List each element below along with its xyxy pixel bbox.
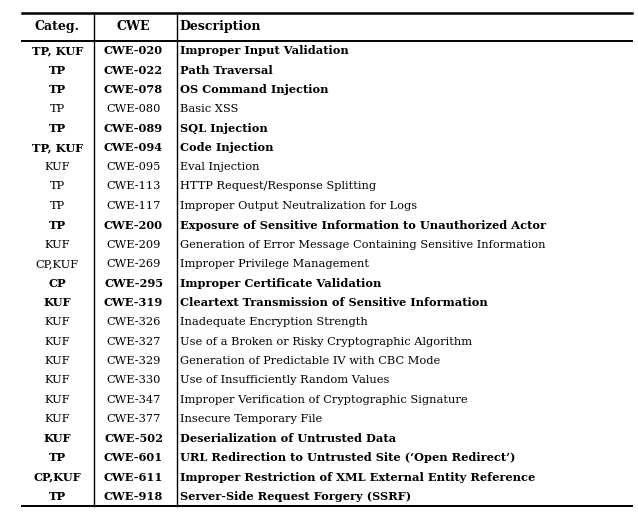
Text: TP: TP: [50, 104, 65, 114]
Text: Use of Insufficiently Random Values: Use of Insufficiently Random Values: [180, 375, 389, 386]
Text: CP: CP: [48, 278, 66, 289]
Text: KUF: KUF: [45, 337, 70, 346]
Text: CWE-327: CWE-327: [107, 337, 161, 346]
Text: CWE-200: CWE-200: [104, 220, 163, 231]
Text: Basic XSS: Basic XSS: [180, 104, 238, 114]
Text: Exposure of Sensitive Information to Unauthorized Actor: Exposure of Sensitive Information to Una…: [180, 220, 545, 231]
Text: KUF: KUF: [45, 162, 70, 172]
Text: KUF: KUF: [43, 433, 71, 444]
Text: CWE-611: CWE-611: [104, 472, 163, 483]
Text: TP: TP: [48, 452, 66, 463]
Text: CWE-020: CWE-020: [104, 45, 163, 57]
Text: TP: TP: [48, 220, 66, 231]
Text: CWE-347: CWE-347: [107, 395, 161, 405]
Text: CP,KUF: CP,KUF: [33, 472, 81, 483]
Text: KUF: KUF: [45, 375, 70, 386]
Text: Use of a Broken or Risky Cryptographic Algorithm: Use of a Broken or Risky Cryptographic A…: [180, 337, 472, 346]
Text: Path Traversal: Path Traversal: [180, 65, 272, 76]
Text: Generation of Error Message Containing Sensitive Information: Generation of Error Message Containing S…: [180, 240, 545, 250]
Text: CWE-078: CWE-078: [104, 84, 163, 95]
Text: TP: TP: [50, 181, 65, 192]
Text: CWE-089: CWE-089: [104, 123, 163, 134]
Text: CWE-094: CWE-094: [104, 142, 163, 153]
Text: CWE-326: CWE-326: [107, 317, 161, 327]
Text: CWE-377: CWE-377: [107, 414, 161, 424]
Text: URL Redirection to Untrusted Site (‘Open Redirect’): URL Redirection to Untrusted Site (‘Open…: [180, 452, 516, 463]
Text: Improper Privilege Management: Improper Privilege Management: [180, 259, 369, 269]
Text: KUF: KUF: [45, 414, 70, 424]
Text: Improper Verification of Cryptographic Signature: Improper Verification of Cryptographic S…: [180, 395, 468, 405]
Text: CWE-209: CWE-209: [107, 240, 161, 250]
Text: Server-Side Request Forgery (SSRF): Server-Side Request Forgery (SSRF): [180, 491, 411, 502]
Text: KUF: KUF: [45, 356, 70, 366]
Text: TP: TP: [48, 65, 66, 76]
Text: KUF: KUF: [45, 395, 70, 405]
Text: CWE-269: CWE-269: [107, 259, 161, 269]
Text: CWE-502: CWE-502: [104, 433, 163, 444]
Text: TP: TP: [48, 84, 66, 95]
Text: TP, KUF: TP, KUF: [32, 142, 83, 153]
Text: KUF: KUF: [45, 240, 70, 250]
Text: TP, KUF: TP, KUF: [32, 45, 83, 57]
Text: CWE: CWE: [117, 21, 151, 33]
Text: TP: TP: [48, 491, 66, 502]
Text: CWE-295: CWE-295: [104, 278, 163, 289]
Text: KUF: KUF: [43, 297, 71, 308]
Text: TP: TP: [50, 201, 65, 211]
Text: OS Command Injection: OS Command Injection: [180, 84, 329, 95]
Text: Deserialization of Untrusted Data: Deserialization of Untrusted Data: [180, 433, 396, 444]
Text: CWE-329: CWE-329: [107, 356, 161, 366]
Text: Description: Description: [180, 21, 261, 33]
Text: CWE-918: CWE-918: [104, 491, 163, 502]
Text: Cleartext Transmission of Sensitive Information: Cleartext Transmission of Sensitive Info…: [180, 297, 487, 308]
Text: Improper Restriction of XML External Entity Reference: Improper Restriction of XML External Ent…: [180, 472, 535, 483]
Text: Categ.: Categ.: [35, 21, 80, 33]
Text: CWE-080: CWE-080: [107, 104, 161, 114]
Text: TP: TP: [48, 123, 66, 134]
Text: CP,KUF: CP,KUF: [36, 259, 79, 269]
Text: CWE-117: CWE-117: [107, 201, 161, 211]
Text: CWE-601: CWE-601: [104, 452, 163, 463]
Text: HTTP Request/Response Splitting: HTTP Request/Response Splitting: [180, 181, 376, 192]
Text: CWE-095: CWE-095: [107, 162, 161, 172]
Text: Code Injection: Code Injection: [180, 142, 273, 153]
Text: CWE-113: CWE-113: [107, 181, 161, 192]
Text: Generation of Predictable IV with CBC Mode: Generation of Predictable IV with CBC Mo…: [180, 356, 440, 366]
Text: CWE-319: CWE-319: [104, 297, 163, 308]
Text: CWE-022: CWE-022: [104, 65, 163, 76]
Text: Eval Injection: Eval Injection: [180, 162, 259, 172]
Text: KUF: KUF: [45, 317, 70, 327]
Text: Insecure Temporary File: Insecure Temporary File: [180, 414, 322, 424]
Text: Improper Input Validation: Improper Input Validation: [180, 45, 348, 57]
Text: Improper Output Neutralization for Logs: Improper Output Neutralization for Logs: [180, 201, 417, 211]
Text: SQL Injection: SQL Injection: [180, 123, 267, 134]
Text: CWE-330: CWE-330: [107, 375, 161, 386]
Text: Improper Certificate Validation: Improper Certificate Validation: [180, 278, 381, 289]
Text: Inadequate Encryption Strength: Inadequate Encryption Strength: [180, 317, 367, 327]
